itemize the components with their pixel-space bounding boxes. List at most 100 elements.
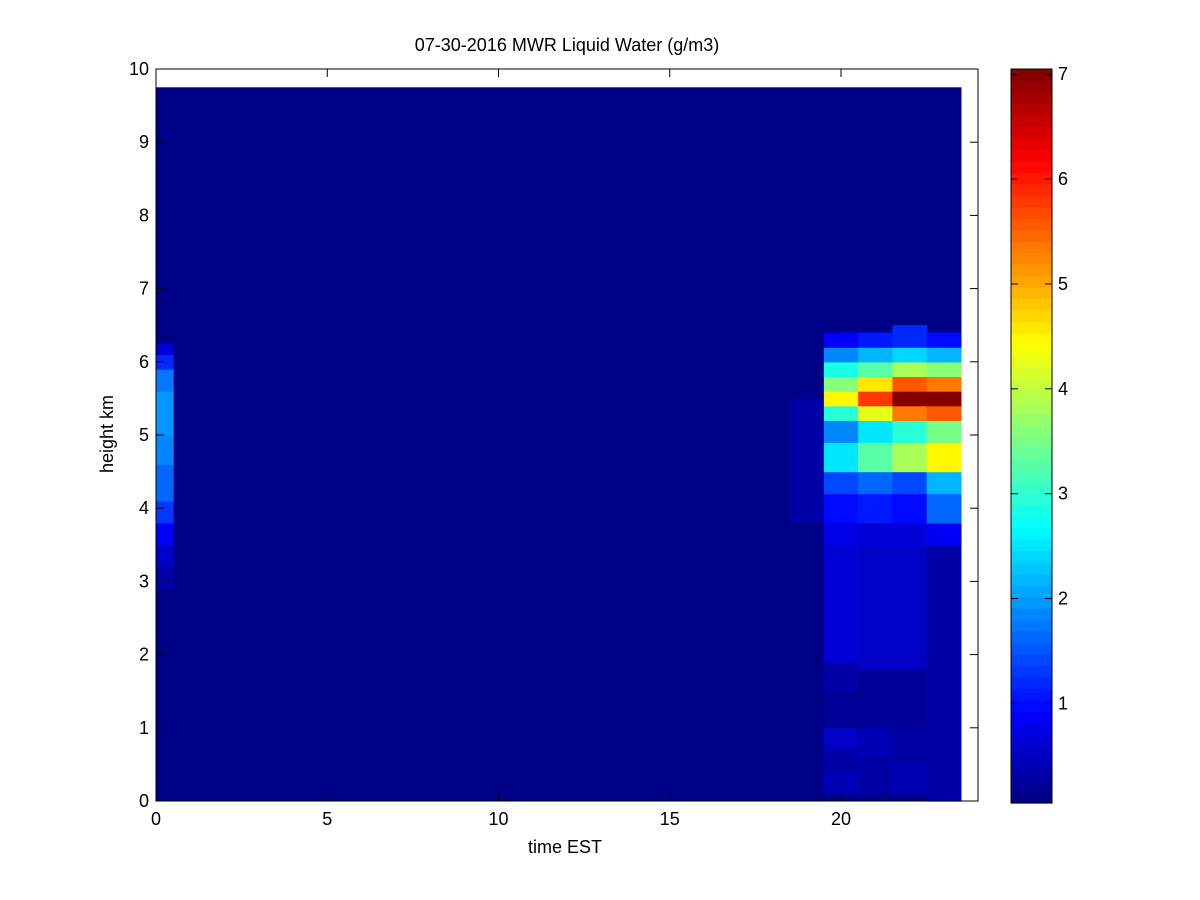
heatmap-cell [892, 493, 928, 524]
colorbar-frame [1010, 68, 1053, 804]
colorbar-segment [1011, 596, 1052, 609]
colorbar-segment [1011, 780, 1052, 793]
colorbar-segment [1011, 676, 1052, 689]
colorbar-segment [1011, 768, 1052, 781]
colorbar-segment [1011, 183, 1052, 196]
colorbar-segment [1011, 573, 1052, 586]
colorbar-segment [1011, 481, 1052, 494]
heatmap-cell [926, 332, 962, 348]
heatmap-cell [156, 464, 174, 502]
colorbar-segment [1011, 172, 1052, 185]
heatmap-cell [156, 354, 174, 370]
heatmap-cell [823, 347, 859, 363]
heatmap-cell [823, 442, 859, 473]
colorbar-segment [1011, 493, 1052, 506]
heatmap-cell [892, 522, 928, 546]
y-tick-label: 3 [139, 571, 149, 591]
y-tick-label: 10 [129, 59, 149, 79]
y-tick-label: 5 [139, 425, 149, 445]
heatmap-cell [892, 442, 928, 473]
heatmap-cell [926, 544, 962, 802]
colorbar-segment [1011, 390, 1052, 403]
colorbar-segment [1011, 711, 1052, 724]
heatmap-cell [892, 405, 928, 421]
heatmap-cell [823, 544, 859, 663]
colorbar-segment [1011, 527, 1052, 540]
colorbar-segment [1011, 355, 1052, 368]
heatmap-cell [892, 376, 928, 392]
heatmap-cell [926, 391, 962, 407]
heatmap-cell [892, 391, 928, 407]
colorbar-segment [1011, 263, 1052, 277]
heatmap-cell [892, 347, 928, 363]
colorbar-segment [1011, 642, 1052, 655]
colorbar-segment [1011, 195, 1052, 208]
heatmap-cell [858, 757, 893, 795]
y-tick-label: 2 [139, 645, 149, 665]
colorbar-segment [1011, 791, 1052, 804]
y-tick-label: 9 [139, 132, 149, 152]
heatmap-cell [926, 376, 962, 392]
colorbar-segment [1011, 436, 1052, 449]
colorbar-segment [1011, 665, 1052, 678]
y-tick-label: 8 [139, 205, 149, 225]
colorbar-segment [1011, 91, 1052, 105]
colorbar-segment [1011, 332, 1052, 345]
heatmap-cell [892, 361, 928, 378]
colorbar-segment [1011, 69, 1052, 82]
colorbar-segment [1011, 424, 1052, 437]
colorbar-segment [1011, 114, 1052, 127]
heatmap-cell [823, 376, 859, 392]
heatmap-cell [926, 420, 962, 443]
heatmap-cell [823, 522, 859, 546]
colorbar: 1 2 3 4 5 6 7 [1010, 64, 1068, 804]
plot-area: 0 5 10 15 20 0 1 2 3 4 5 6 7 8 9 10 [129, 59, 979, 829]
colorbar-segment [1011, 630, 1052, 644]
heatmap-cell [823, 391, 859, 407]
colorbar-tick-label: 4 [1058, 379, 1068, 399]
colorbar-segment [1011, 745, 1052, 758]
heatmap-cell [823, 727, 859, 751]
colorbar-segment [1011, 275, 1052, 288]
heatmap-cell [926, 347, 962, 363]
colorbar-tick-label: 1 [1058, 693, 1068, 713]
heatmap-cell [858, 669, 893, 729]
heatmap-cell [892, 669, 928, 729]
colorbar-segment [1011, 413, 1052, 426]
y-axis-label: height km [97, 395, 117, 473]
colorbar-segment [1011, 137, 1052, 150]
heatmap-cell [823, 332, 859, 348]
y-tick-label: 7 [139, 279, 149, 299]
colorbar-segment [1011, 103, 1052, 116]
heatmap-cell [823, 771, 859, 795]
heatmap-cell [173, 87, 791, 802]
colorbar-tick-label: 6 [1058, 169, 1068, 189]
colorbar-segment [1011, 470, 1052, 483]
colorbar-segment [1011, 585, 1052, 598]
heatmap-cell [858, 493, 893, 524]
colorbar-segment [1011, 218, 1052, 231]
heatmap-cell [858, 332, 893, 348]
heatmap-cell [156, 343, 174, 356]
heatmap-cell [858, 544, 893, 670]
heatmap-cell [823, 661, 859, 692]
heatmap-cell [858, 405, 893, 421]
colorbar-segment [1011, 757, 1052, 770]
heatmap-cell [156, 500, 174, 524]
colorbar-segment [1011, 149, 1052, 162]
heatmap-cell [156, 435, 174, 465]
heatmap-cell [858, 522, 893, 546]
y-tick-label: 6 [139, 352, 149, 372]
x-tick-label: 0 [151, 809, 161, 829]
colorbar-segment [1011, 722, 1052, 735]
heatmap-cell [156, 369, 174, 392]
heatmap-cell [892, 420, 928, 443]
colorbar-segment [1011, 734, 1052, 747]
colorbar-segment [1011, 229, 1052, 242]
colorbar-segment [1011, 126, 1052, 139]
heatmap-cell [156, 566, 174, 590]
colorbar-segment [1011, 286, 1052, 299]
heatmap-cell [858, 361, 893, 378]
heatmap-cell [926, 442, 962, 473]
colorbar-segment [1011, 619, 1052, 632]
